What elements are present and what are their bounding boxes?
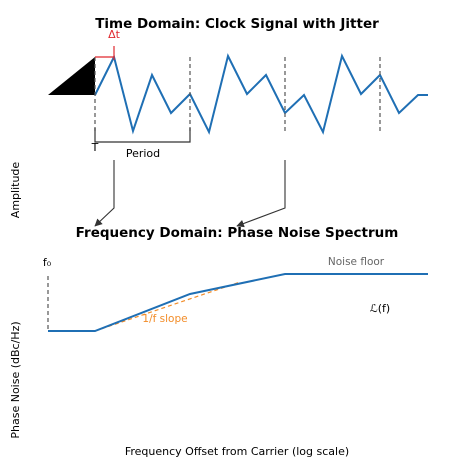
one-over-f-slope-line: [94, 281, 241, 332]
carrier-label: f₀: [43, 256, 52, 269]
jitter-label: Δt: [108, 28, 121, 41]
period-label: Period: [126, 147, 160, 160]
period-bracket: [94, 128, 191, 143]
frequency-offset-axis-label: Frequency Offset from Carrier (log scale…: [125, 445, 349, 458]
noise-floor-label: Noise floor: [328, 256, 385, 268]
phase-noise-curve: [48, 273, 428, 332]
connector-arrow-right: [236, 160, 286, 228]
phase-noise-symbol-label: ℒ(f): [370, 302, 390, 315]
signal-start-triangle-icon: [48, 57, 95, 95]
period-start-label: T: [91, 141, 99, 154]
phase-noise-axis-label: Phase Noise (dBc/Hz): [9, 321, 22, 438]
freq-domain-title: Frequency Domain: Phase Noise Spectrum: [76, 225, 399, 241]
slope-label: 1/f slope: [142, 313, 187, 325]
amplitude-axis-label: Amplitude: [9, 162, 22, 219]
connector-arrow-left: [94, 160, 115, 227]
time-domain-title: Time Domain: Clock Signal with Jitter: [95, 16, 379, 32]
clock-signal-line: [94, 53, 428, 135]
